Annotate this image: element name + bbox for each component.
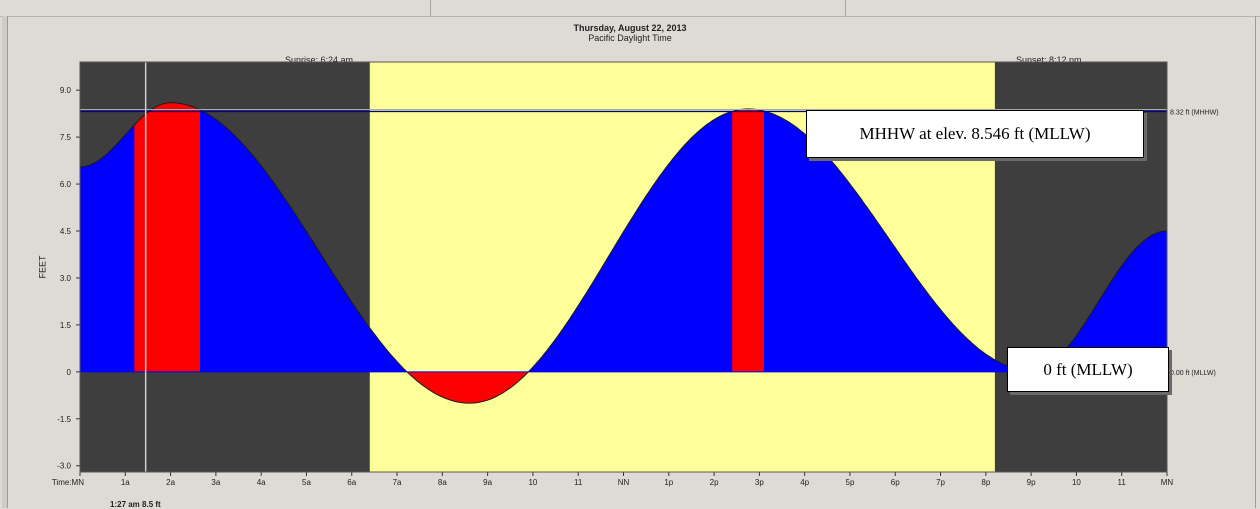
chart-date-title: Thursday, August 22, 2013 <box>573 23 687 33</box>
x-tick-label: 4a <box>257 478 266 487</box>
x-tick-label: 3p <box>755 478 764 487</box>
x-tick-label: 8p <box>981 478 990 487</box>
x-tick-label: 11 <box>574 478 583 487</box>
x-tick-label: 10 <box>1072 478 1081 487</box>
cursor-readout: 1:27 am 8.5 ft <box>110 500 161 509</box>
y-tick-label: 4.5 <box>60 227 72 236</box>
tide-area <box>80 102 1167 404</box>
window-tab-1[interactable] <box>70 0 431 16</box>
x-tick-label: 4p <box>800 478 809 487</box>
window-right-border <box>1255 16 1256 508</box>
chart-timezone-subtitle: Pacific Daylight Time <box>588 33 672 43</box>
y-tick-label: 6.0 <box>60 180 72 189</box>
x-tick-label: 2a <box>166 478 175 487</box>
x-tick-label: 6p <box>891 478 900 487</box>
y-tick-label: 1.5 <box>60 321 72 330</box>
tab-bar-divider <box>0 16 1260 17</box>
x-tick-label: 5a <box>302 478 311 487</box>
x-tick-label: 2p <box>710 478 719 487</box>
window-tab-bar <box>0 0 1260 18</box>
x-tick-label: 9a <box>483 478 492 487</box>
x-tick-label: 9p <box>1027 478 1036 487</box>
window-tab-2[interactable] <box>431 0 846 16</box>
window-left-border <box>2 16 8 508</box>
x-tick-label: NN <box>618 478 630 487</box>
x-tick-label: 6a <box>347 478 356 487</box>
y-tick-label: 7.5 <box>60 133 72 142</box>
x-tick-label: 8a <box>438 478 447 487</box>
x-tick-label: 3a <box>211 478 220 487</box>
sunset-label: Sunset: 8:12 pm <box>1016 55 1082 65</box>
x-tick-label: MN <box>1161 478 1174 487</box>
y-tick-label: 0 <box>67 368 72 377</box>
tide-curve <box>79 102 1168 404</box>
mhhw-callout: MHHW at elev. 8.546 ft (MLLW) <box>806 110 1144 158</box>
sunrise-label: Sunrise: 6:24 am <box>285 55 354 65</box>
x-tick-label: 7p <box>936 478 945 487</box>
y-tick-label: -3.0 <box>57 462 71 471</box>
x-tick-label: 5p <box>846 478 855 487</box>
y-tick-label: 9.0 <box>60 86 72 95</box>
plot-frame <box>79 61 1168 473</box>
x-tick-label: 1a <box>121 478 130 487</box>
x-tick-label: 1p <box>664 478 673 487</box>
y-tick-label: -1.5 <box>57 415 71 424</box>
mhhw-line-label: 8.32 ft (MHHW) <box>1170 109 1219 116</box>
highlight-band-2 <box>732 102 764 404</box>
x-tick-label: 11 <box>1118 478 1127 487</box>
x-tick-label: Time:MN <box>52 478 84 487</box>
x-tick-label: 10 <box>528 478 537 487</box>
x-tick-label: 7a <box>393 478 402 487</box>
mllw-callout: 0 ft (MLLW) <box>1007 347 1169 392</box>
y-tick-label: 3.0 <box>60 274 72 283</box>
mllw-line-label: 0.00 ft (MLLW) <box>1170 370 1216 377</box>
